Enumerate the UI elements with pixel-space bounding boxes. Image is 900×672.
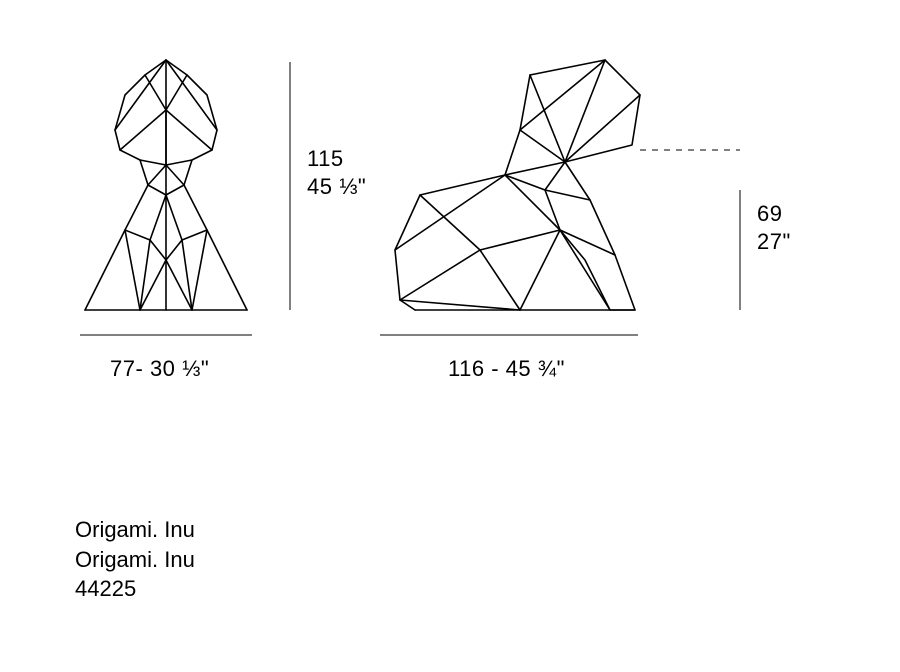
front-view: [85, 60, 247, 310]
height-cm: 115: [307, 146, 344, 171]
product-name-2: Origami. Inu: [75, 545, 195, 575]
length-cm: 116: [448, 356, 485, 381]
width-front-in: 30 ⅓": [150, 356, 209, 381]
length-label: 116 - 45 ¾": [448, 355, 565, 383]
seat-height-in: 27": [757, 229, 791, 254]
length-in: 45 ¾": [506, 356, 565, 381]
seat-height-label: 69 27": [757, 200, 791, 255]
seat-height-cm: 69: [757, 201, 782, 226]
product-name-1: Origami. Inu: [75, 515, 195, 545]
product-caption: Origami. Inu Origami. Inu 44225: [75, 515, 195, 604]
side-view: [395, 60, 640, 310]
height-in: 45 ⅓": [307, 174, 366, 199]
width-front-cm: 77: [110, 356, 135, 381]
width-front-label: 77- 30 ⅓": [110, 355, 209, 383]
dimension-drawing: 77- 30 ⅓" 115 45 ⅓" 116 - 45 ¾" 69 27" O…: [0, 0, 900, 672]
product-code: 44225: [75, 574, 195, 604]
height-label: 115 45 ⅓": [307, 145, 366, 200]
